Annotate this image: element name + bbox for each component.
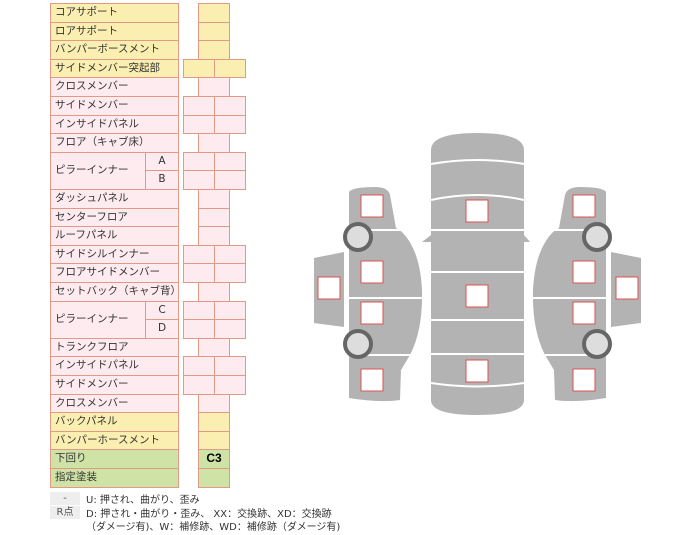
row-label: バックパネル [50, 412, 179, 432]
check-cell-right[interactable] [214, 263, 246, 283]
check-cell-right[interactable] [214, 114, 246, 135]
check-cell[interactable]: C3 [198, 449, 230, 469]
check-cell-right[interactable] [214, 375, 246, 395]
tire-rear-right [582, 329, 612, 359]
marker-box[interactable] [360, 368, 384, 392]
row-label: インサイドパネル [50, 114, 179, 135]
row-label: センターフロア [50, 207, 179, 228]
check-cell-right[interactable] [214, 170, 246, 190]
row-sublabel: C [145, 300, 179, 321]
marker-box[interactable] [465, 284, 489, 308]
tire-rear-left [343, 329, 373, 359]
legend-key-dash: - [50, 492, 80, 505]
check-cell-right[interactable] [214, 319, 246, 339]
check-cell[interactable] [198, 468, 230, 488]
row-label: 指定塗装 [50, 468, 179, 488]
row-label: バンパーボースメント [50, 40, 179, 60]
marker-box[interactable] [465, 359, 489, 383]
car-top-body [422, 133, 530, 415]
marker-box[interactable] [572, 301, 596, 325]
row-label: サイドシルインナー [50, 244, 179, 265]
marker-box[interactable] [360, 260, 384, 284]
marker-box[interactable] [615, 276, 639, 300]
row-label: サイドメンバー [50, 96, 179, 116]
marker-box[interactable] [360, 194, 384, 218]
row-label: フロア（キャブ床） [50, 133, 179, 153]
marker-box[interactable] [572, 368, 596, 392]
tire-front-right [582, 222, 612, 252]
legend-text-w: （ダメージ有)、W：補修跡、WD：補修跡（ダメージ有) [86, 522, 341, 533]
row-label: クロスメンバー [50, 77, 179, 97]
marker-box[interactable] [572, 194, 596, 218]
tire-front-left [343, 222, 373, 252]
legend-text-u: U: 押され、曲がり、歪み [86, 495, 200, 506]
marker-box[interactable] [360, 301, 384, 325]
row-label: サイドメンバー突起部 [50, 58, 179, 79]
legend-text-d: D: 押され・曲がり・歪み、 XX：交換跡、XD：交換跡 [86, 509, 332, 520]
row-label: クロスメンバー [50, 393, 179, 414]
row-sublabel: A [145, 151, 179, 172]
check-cell-right[interactable] [214, 58, 246, 79]
legend-key-r: R点 [50, 506, 80, 519]
car-left-side [349, 187, 423, 402]
row-label: バンパーホースメント [50, 430, 179, 451]
marker-box[interactable] [572, 260, 596, 284]
marker-box[interactable] [317, 276, 341, 300]
marker-box[interactable] [465, 199, 489, 223]
row-label: フロアサイドメンバー [50, 263, 179, 283]
